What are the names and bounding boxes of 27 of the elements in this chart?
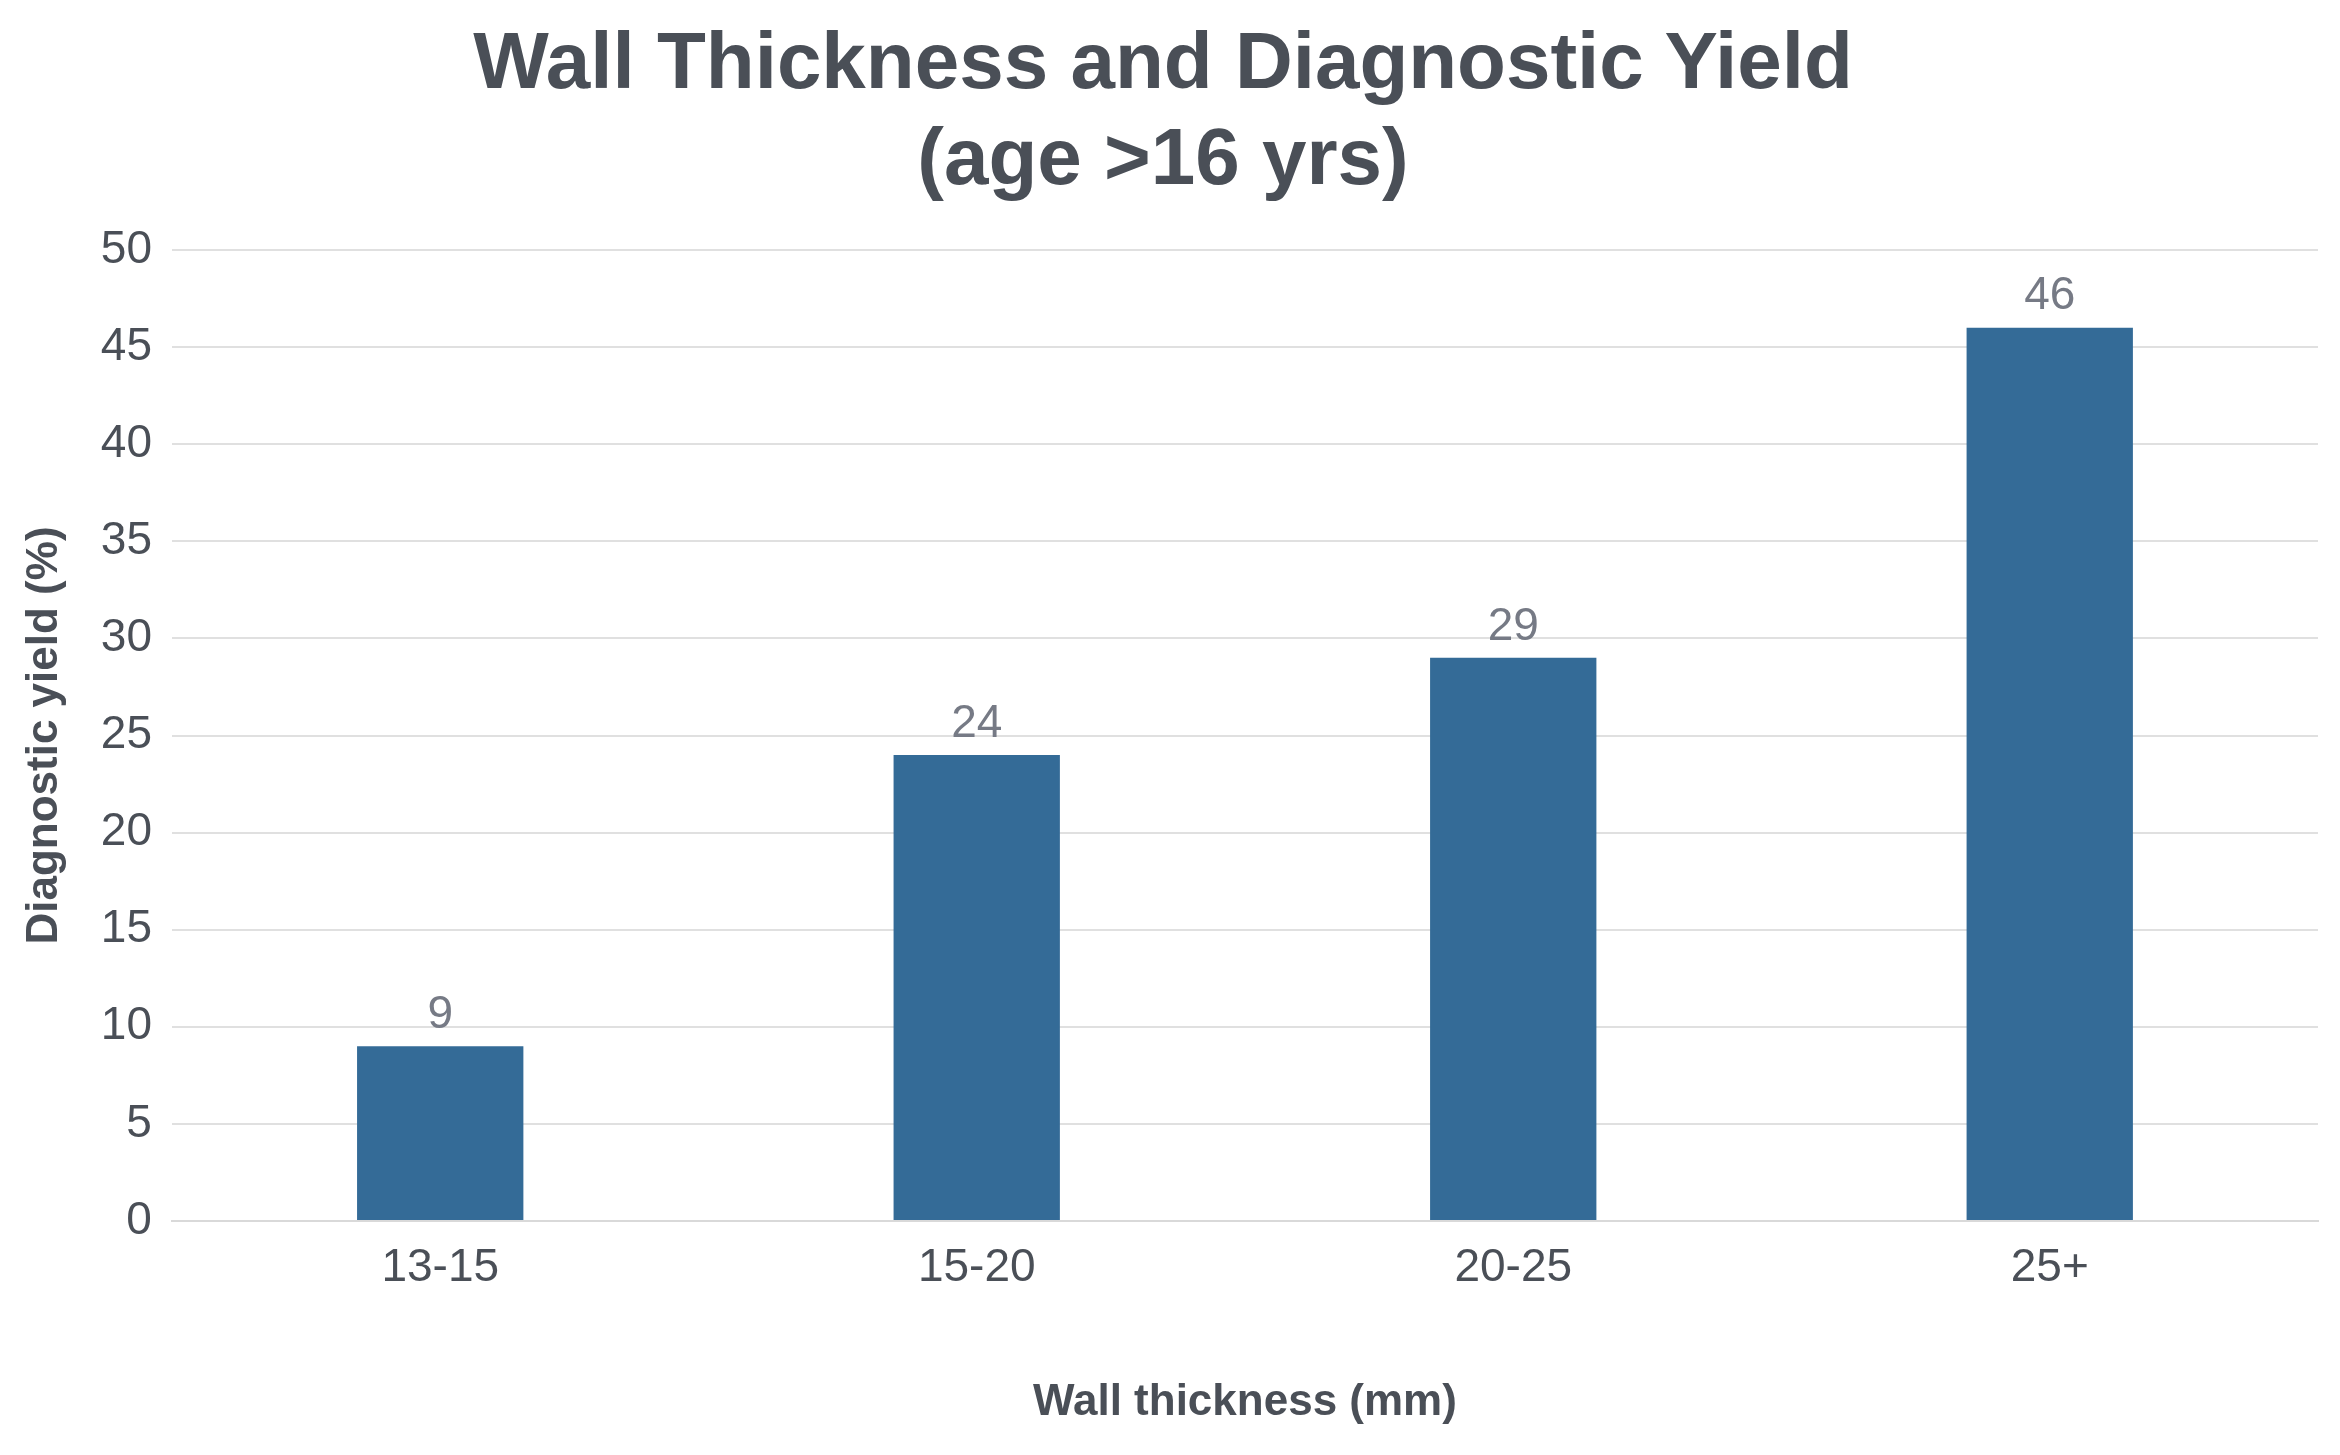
y-tick-label: 50 xyxy=(100,220,152,273)
y-tick-label: 30 xyxy=(100,609,152,662)
y-tick-label: 5 xyxy=(126,1094,152,1147)
chart-title: Wall Thickness and Diagnostic Yield xyxy=(473,16,1853,106)
y-tick-label: 40 xyxy=(100,414,152,467)
y-tick-label: 15 xyxy=(100,900,152,953)
y-tick-label: 20 xyxy=(100,803,152,856)
x-axis-title: Wall thickness (mm) xyxy=(1033,1374,1457,1424)
bar xyxy=(1966,327,2133,1220)
chart-subtitle: (age >16 yrs) xyxy=(917,112,1409,202)
y-tick-label: 10 xyxy=(100,997,152,1050)
y-tick-label: 0 xyxy=(126,1191,152,1244)
data-label: 24 xyxy=(951,694,1003,747)
x-tick-label: 15-20 xyxy=(917,1239,1036,1292)
y-tick-label: 35 xyxy=(100,511,152,564)
x-tick-label: 25+ xyxy=(2010,1239,2089,1292)
bar xyxy=(893,754,1060,1220)
y-tick-label: 25 xyxy=(100,706,152,759)
data-label: 9 xyxy=(427,985,454,1038)
x-tick-label: 13-15 xyxy=(381,1239,500,1292)
x-tick-label: 20-25 xyxy=(1454,1239,1573,1292)
data-label: 29 xyxy=(1487,597,1539,650)
bar xyxy=(357,1046,524,1220)
y-axis-title: Diagnostic yield (%) xyxy=(16,526,66,945)
bar xyxy=(1430,657,1597,1220)
data-label: 46 xyxy=(2024,267,2076,320)
y-tick-label: 45 xyxy=(100,317,152,370)
